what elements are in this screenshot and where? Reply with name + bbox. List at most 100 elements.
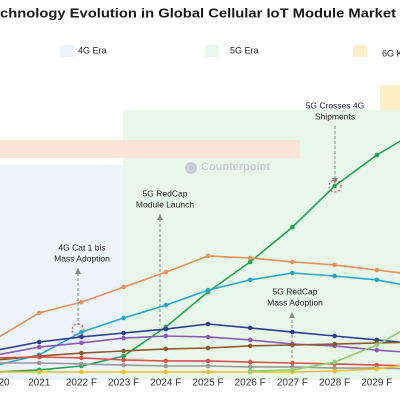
legend-swatch bbox=[60, 45, 74, 57]
point bbox=[247, 255, 253, 261]
x-tick-label: 2025 F bbox=[192, 378, 223, 389]
point bbox=[163, 363, 169, 369]
point bbox=[121, 315, 126, 321]
annotation: Module Launch bbox=[136, 199, 194, 209]
point bbox=[374, 267, 380, 273]
point bbox=[374, 342, 380, 348]
point bbox=[332, 262, 337, 268]
point bbox=[247, 259, 253, 265]
point bbox=[163, 269, 169, 275]
point bbox=[79, 369, 84, 375]
point bbox=[121, 330, 126, 336]
point bbox=[205, 334, 211, 340]
point bbox=[247, 368, 253, 374]
point bbox=[290, 270, 295, 276]
point bbox=[205, 363, 211, 369]
point bbox=[205, 321, 211, 327]
point bbox=[332, 183, 337, 189]
legend-swatch bbox=[353, 45, 367, 57]
point bbox=[36, 344, 42, 350]
point bbox=[121, 353, 126, 359]
annotation: 5G Crosses 4G bbox=[306, 100, 365, 110]
point bbox=[121, 284, 126, 290]
point bbox=[79, 334, 84, 340]
point bbox=[332, 368, 337, 374]
point bbox=[205, 253, 211, 259]
x-tick-label: 2027 F bbox=[277, 378, 308, 389]
point bbox=[36, 360, 42, 366]
point bbox=[374, 277, 380, 283]
point bbox=[247, 277, 253, 283]
watermark: Counterpoint bbox=[201, 161, 270, 173]
point bbox=[36, 310, 42, 316]
point bbox=[247, 343, 253, 349]
point bbox=[163, 326, 169, 332]
point bbox=[290, 342, 295, 348]
x-tick-label: 2029 F bbox=[361, 378, 392, 389]
point bbox=[332, 273, 337, 279]
x-tick-label: 2024 F bbox=[150, 378, 181, 389]
point bbox=[79, 350, 84, 356]
point bbox=[290, 224, 295, 230]
point bbox=[247, 337, 253, 343]
legend-label: 6G K bbox=[382, 48, 400, 58]
chart-title: chnology Evolution in Global Cellular Io… bbox=[0, 5, 397, 20]
point bbox=[290, 367, 295, 373]
point bbox=[36, 369, 42, 375]
point bbox=[290, 259, 295, 265]
point bbox=[163, 358, 169, 364]
highlight-circles bbox=[71, 179, 342, 337]
annotation: Shipments bbox=[315, 111, 355, 121]
point bbox=[79, 361, 84, 367]
point bbox=[36, 339, 42, 345]
point bbox=[205, 358, 211, 364]
point bbox=[121, 348, 126, 354]
point bbox=[374, 347, 380, 353]
point bbox=[79, 355, 84, 361]
annotation: 5G RedCap bbox=[273, 286, 318, 296]
point bbox=[290, 329, 295, 335]
point bbox=[332, 341, 337, 347]
point bbox=[163, 302, 169, 308]
point bbox=[121, 335, 126, 341]
point bbox=[205, 345, 211, 351]
annotation: 5G RedCap bbox=[143, 188, 188, 198]
x-tick-label: 2028 F bbox=[319, 378, 350, 389]
point bbox=[247, 359, 253, 365]
legend-label: 5G Era bbox=[230, 45, 259, 55]
watermark-logo bbox=[185, 162, 197, 174]
point bbox=[374, 152, 380, 158]
point bbox=[79, 329, 84, 335]
point bbox=[205, 287, 211, 293]
point bbox=[247, 364, 253, 370]
point bbox=[374, 366, 380, 372]
x-tick-label: 2023 F bbox=[108, 378, 139, 389]
x-tick-label: 2022 F bbox=[66, 378, 97, 389]
annotation: Mass Adoption bbox=[267, 297, 323, 307]
point bbox=[205, 369, 211, 375]
point bbox=[79, 340, 84, 346]
annotation: Mass Adoption bbox=[54, 253, 110, 263]
point bbox=[121, 357, 126, 363]
point bbox=[332, 333, 337, 339]
point bbox=[79, 299, 84, 305]
legend-swatch bbox=[205, 45, 219, 57]
x-tick-label: 2021 bbox=[28, 378, 51, 389]
x-tick-label: 2026 F bbox=[235, 378, 266, 389]
arrow-heads bbox=[75, 178, 338, 318]
point bbox=[36, 354, 42, 360]
era-band-highlight bbox=[0, 140, 300, 158]
point bbox=[121, 369, 126, 375]
point bbox=[247, 325, 253, 331]
point bbox=[290, 360, 295, 366]
point bbox=[163, 369, 169, 375]
legend-label: 4G Era bbox=[78, 45, 107, 55]
point bbox=[121, 362, 126, 368]
era-band-6g bbox=[380, 85, 400, 110]
x-tick-label: 20 bbox=[0, 378, 10, 389]
point bbox=[163, 333, 169, 339]
point bbox=[332, 359, 337, 365]
point bbox=[163, 346, 169, 352]
annotation: 4G Cat 1 bis bbox=[58, 242, 105, 252]
